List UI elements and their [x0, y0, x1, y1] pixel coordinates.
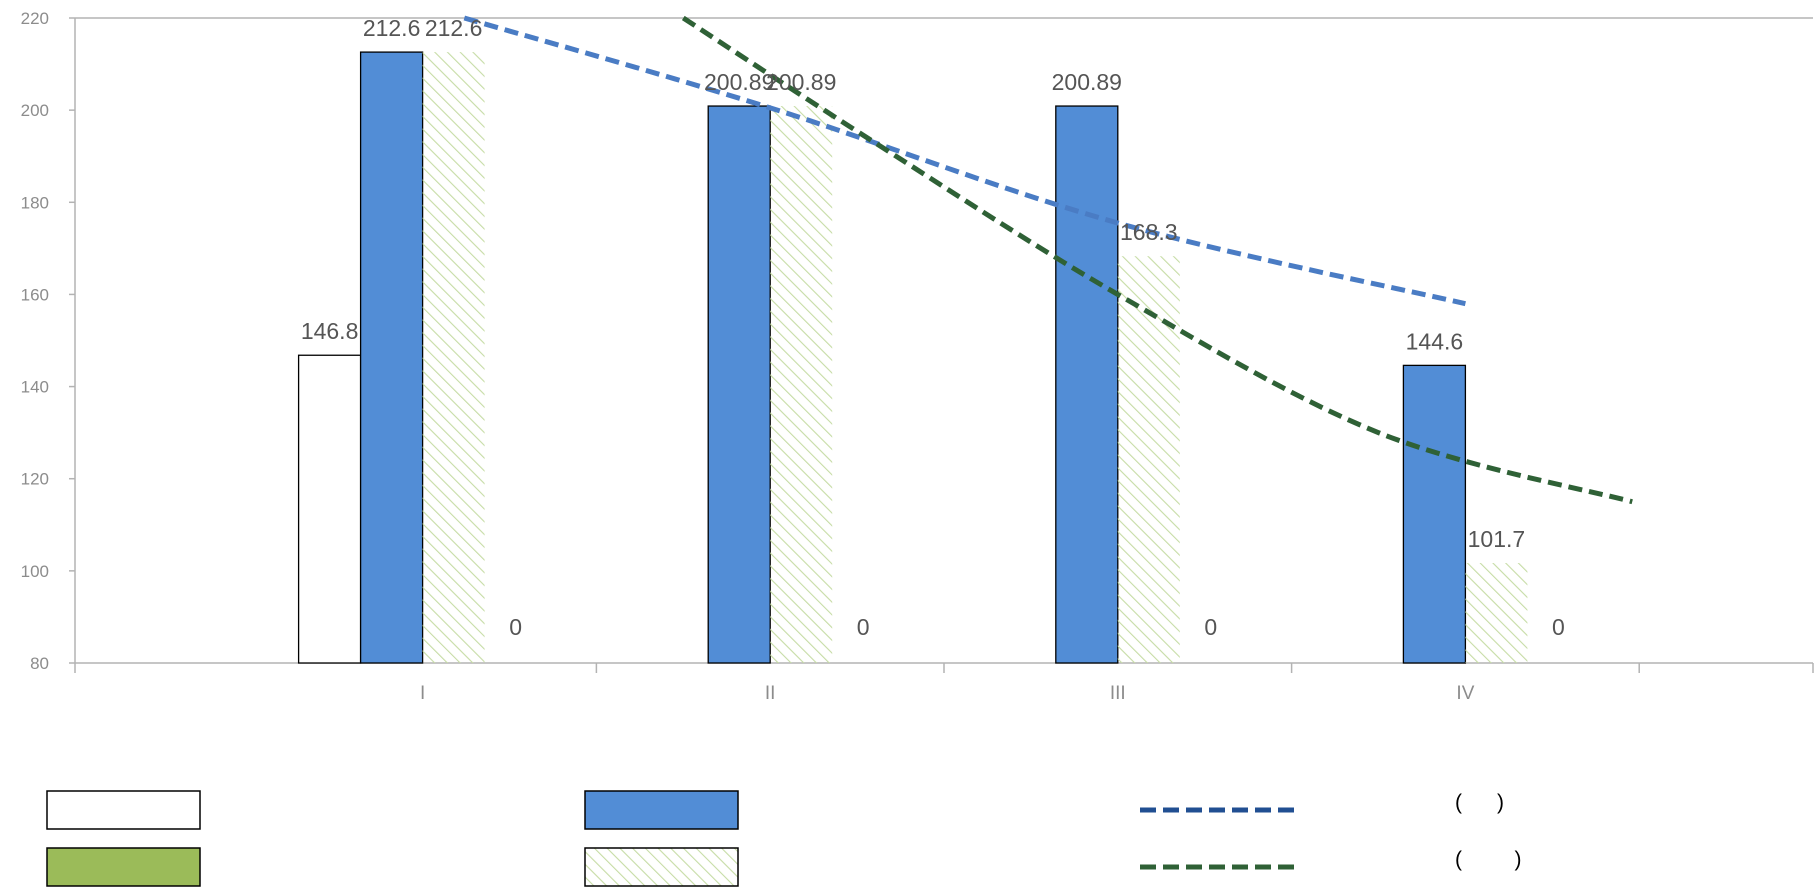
- bar: [1117, 256, 1180, 663]
- data-label: 0: [1552, 614, 1565, 640]
- legend-item: [584, 847, 739, 887]
- legend-item: [584, 790, 739, 830]
- data-label: 200.89: [1052, 69, 1122, 95]
- trendline-green: [681, 15, 1633, 505]
- data-label: 144.6: [1406, 328, 1464, 354]
- bar: [422, 52, 485, 664]
- bar: [359, 51, 424, 664]
- data-label: 101.7: [1468, 526, 1526, 552]
- data-label: 212.6: [425, 15, 483, 41]
- legend-swatch: [584, 847, 739, 887]
- y-tick-label: 160: [21, 285, 49, 304]
- legend-item: [46, 847, 201, 887]
- bar: [1055, 105, 1119, 664]
- y-tick-label: 200: [21, 101, 49, 120]
- data-label: 0: [509, 614, 522, 640]
- data-label: 0: [1204, 614, 1217, 640]
- y-tick-label: 140: [21, 378, 49, 397]
- bar: [297, 354, 362, 664]
- legend-item: [46, 790, 201, 830]
- y-tick-label: 80: [30, 654, 49, 673]
- y-tick-label: 180: [21, 193, 49, 212]
- legend-swatch: [46, 790, 201, 830]
- y-tick-label: 120: [21, 470, 49, 489]
- legend-swatch: [584, 790, 739, 830]
- data-label: 168.3: [1120, 219, 1178, 245]
- x-tick-label: IV: [1456, 683, 1474, 704]
- bars: [297, 51, 1528, 664]
- legend: ( ) ( ): [46, 790, 1522, 887]
- x-tick-label: III: [1110, 683, 1126, 704]
- trendline-blue: [463, 15, 1466, 307]
- data-label: 200.89: [766, 69, 836, 95]
- bar: [1402, 364, 1467, 664]
- bar: [770, 106, 833, 664]
- data-label: 0: [857, 614, 870, 640]
- y-tick-label: 220: [21, 9, 49, 28]
- x-tick-label: II: [765, 683, 776, 704]
- legend-swatch: [46, 847, 201, 887]
- bar: [1465, 563, 1528, 663]
- y-tick-label: 100: [21, 562, 49, 581]
- data-label: 146.8: [301, 318, 359, 344]
- trendlines: [463, 15, 1633, 505]
- data-label: 200.89: [704, 69, 774, 95]
- legend-label: ( ): [1455, 848, 1522, 871]
- x-tick-label: I: [420, 683, 425, 704]
- legend-item: ( ): [1140, 791, 1504, 814]
- legend-item: ( ): [1140, 848, 1522, 871]
- legend-label: ( ): [1455, 791, 1504, 814]
- data-label: 212.6: [363, 15, 421, 41]
- bar: [707, 105, 771, 664]
